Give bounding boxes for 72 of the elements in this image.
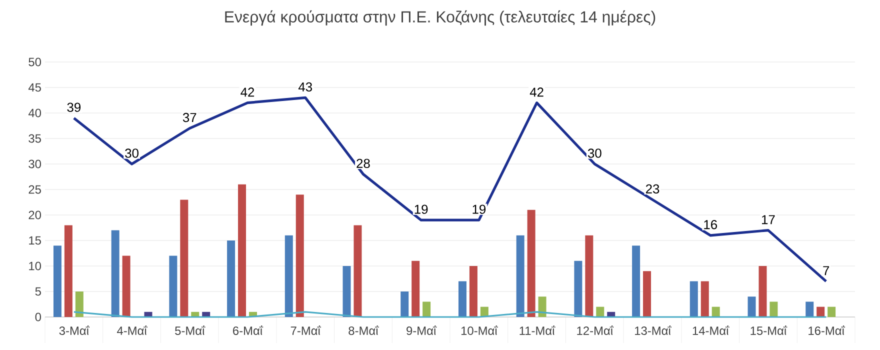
chart-title: Ενεργά κρούσματα στην Π.Ε. Κοζάνης (τελευταίες 14 ημέρες) (225, 10, 656, 26)
y-tick-label: 20 (28, 210, 42, 220)
bar (64, 225, 72, 317)
x-tick-label: 7-Μαΐ (290, 326, 321, 335)
bar (111, 230, 120, 317)
y-tick-label: 45 (28, 83, 41, 92)
data-label: 16 (704, 220, 718, 230)
y-tick-label: 25 (28, 185, 41, 194)
x-tick-label: 3-Μαΐ (59, 326, 90, 335)
bar (342, 266, 351, 317)
bar (469, 266, 478, 317)
x-tick-label: 6-Μαΐ (233, 326, 264, 335)
x-tick-label: 12-Μαΐ (577, 326, 614, 335)
y-tick-label: 50 (28, 58, 42, 66)
data-label: 43 (298, 82, 312, 92)
x-tick-label: 15-Μαΐ (750, 326, 788, 335)
y-tick-label: 10 (29, 262, 42, 270)
bar (632, 246, 640, 317)
bar (296, 194, 304, 317)
x-tick-label: 16-Μαΐ (808, 326, 845, 335)
data-label: 28 (356, 158, 370, 168)
y-tick-label: 35 (28, 134, 41, 143)
bar (574, 260, 582, 317)
x-tick-label: 10-Μαΐ (461, 326, 498, 335)
data-label: 7 (823, 266, 830, 276)
data-label: 17 (762, 215, 775, 224)
data-label: 42 (530, 88, 544, 97)
bar (690, 281, 698, 317)
bar (585, 235, 594, 317)
data-label: 19 (472, 204, 486, 214)
bar (806, 302, 814, 317)
data-label: 37 (182, 112, 196, 122)
data-label: 30 (125, 148, 138, 158)
y-tick-label: 0 (35, 312, 42, 322)
data-label: 30 (588, 148, 602, 158)
bar (643, 271, 652, 317)
bar (227, 240, 236, 317)
bar (828, 306, 836, 317)
bar (180, 200, 188, 317)
bar (538, 296, 546, 317)
bar (169, 256, 178, 317)
y-tick-label: 30 (28, 160, 42, 168)
bar (527, 210, 536, 317)
bar (412, 260, 420, 317)
bar (238, 184, 246, 317)
x-tick-label: 8-Μαΐ (348, 326, 379, 335)
x-tick-label: 4-Μαΐ (116, 326, 148, 335)
y-tick-label: 40 (28, 108, 42, 118)
data-label: 42 (240, 88, 254, 97)
y-tick-label: 5 (35, 287, 41, 296)
y-tick-label: 15 (29, 236, 41, 245)
bar (75, 292, 84, 317)
bar (53, 246, 62, 317)
bar (770, 302, 778, 317)
bar (354, 225, 362, 317)
x-tick-label: 5-Μαΐ (175, 326, 206, 335)
bar (758, 266, 767, 317)
bar (122, 256, 130, 317)
bar (516, 235, 524, 317)
bar (748, 296, 756, 317)
data-label: 39 (67, 102, 81, 112)
bar (422, 302, 431, 317)
data-label: 23 (646, 184, 660, 194)
x-tick-label: 11-Μαΐ (520, 326, 556, 335)
x-tick-label: 14-Μαΐ (692, 326, 730, 335)
bar (284, 235, 293, 317)
x-tick-label: 13-Μαΐ (635, 326, 672, 335)
x-tick-label: 9-Μαΐ (406, 326, 437, 335)
data-label: 19 (414, 204, 428, 214)
bar (400, 292, 409, 317)
bar (458, 281, 466, 317)
bar (700, 281, 709, 317)
